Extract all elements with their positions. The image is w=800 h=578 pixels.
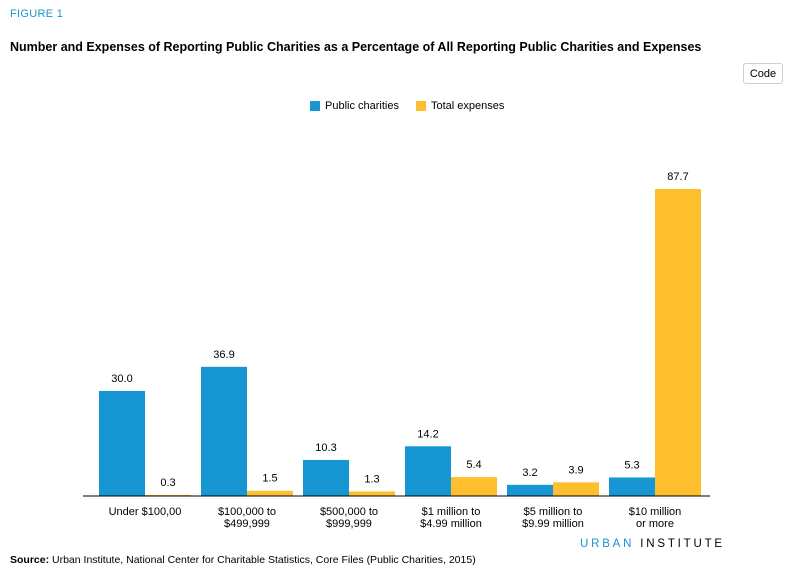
category-label-4-line-0: $5 million to	[524, 506, 583, 518]
chart-title: Number and Expenses of Reporting Public …	[10, 40, 702, 54]
code-button[interactable]: Code	[743, 63, 783, 84]
figure-label: FIGURE 1	[10, 8, 64, 20]
legend-label-total-expenses: Total expenses	[431, 100, 505, 112]
source-note: Source: Urban Institute, National Center…	[10, 554, 476, 566]
bar-total-expenses-5	[655, 189, 701, 496]
legend-swatch-total-expenses	[416, 101, 426, 111]
bar-total-expenses-0	[145, 494, 191, 496]
data-label-total-expenses-4: 3.9	[568, 464, 583, 476]
category-label-5-line-1: or more	[636, 518, 674, 530]
category-label-5-line-0: $10 million	[629, 506, 682, 518]
bar-public-charities-1	[201, 366, 247, 496]
category-label-1-line-0: $100,000 to	[218, 506, 276, 518]
category-label-4-line-1: $9.99 million	[522, 518, 584, 530]
bar-total-expenses-1	[247, 490, 293, 496]
legend-item-public-charities: Public charities	[310, 100, 399, 112]
bar-public-charities-5	[609, 477, 655, 496]
data-label-public-charities-3: 14.2	[417, 428, 438, 440]
urban-institute-logo: URBAN INSTITUTE	[580, 538, 725, 550]
bar-public-charities-2	[303, 459, 349, 496]
category-label-1-line-1: $499,999	[224, 518, 270, 530]
brand-urban: URBAN	[580, 538, 635, 550]
data-label-public-charities-2: 10.3	[315, 442, 336, 454]
data-label-total-expenses-0: 0.3	[160, 477, 175, 489]
bar-public-charities-0	[99, 390, 145, 496]
category-label-3-line-1: $4.99 million	[420, 518, 482, 530]
source-text: Urban Institute, National Center for Cha…	[52, 554, 476, 566]
bar-public-charities-4	[507, 484, 553, 496]
category-label-2-line-0: $500,000 to	[320, 506, 378, 518]
bar-total-expenses-3	[451, 477, 497, 496]
data-label-total-expenses-1: 1.5	[262, 473, 277, 485]
data-label-total-expenses-3: 5.4	[466, 459, 481, 471]
legend: Public charities Total expenses	[0, 100, 800, 116]
category-label-2-line-1: $999,999	[326, 518, 372, 530]
bar-total-expenses-4	[553, 482, 599, 496]
legend-swatch-public-charities	[310, 101, 320, 111]
category-label-3-line-0: $1 million to	[422, 506, 481, 518]
data-label-public-charities-4: 3.2	[522, 467, 537, 479]
data-label-public-charities-1: 36.9	[213, 349, 234, 361]
category-label-0-line-0: Under $100,00	[109, 506, 182, 518]
data-label-total-expenses-2: 1.3	[364, 473, 379, 485]
data-label-total-expenses-5: 87.7	[667, 171, 688, 183]
bar-total-expenses-2	[349, 491, 395, 496]
brand-institute: INSTITUTE	[640, 538, 725, 550]
source-label: Source:	[10, 554, 50, 566]
legend-label-public-charities: Public charities	[325, 100, 399, 112]
bar-public-charities-3	[405, 446, 451, 496]
data-label-public-charities-0: 30.0	[111, 373, 132, 385]
legend-item-total-expenses: Total expenses	[416, 100, 504, 112]
data-label-public-charities-5: 5.3	[624, 459, 639, 471]
